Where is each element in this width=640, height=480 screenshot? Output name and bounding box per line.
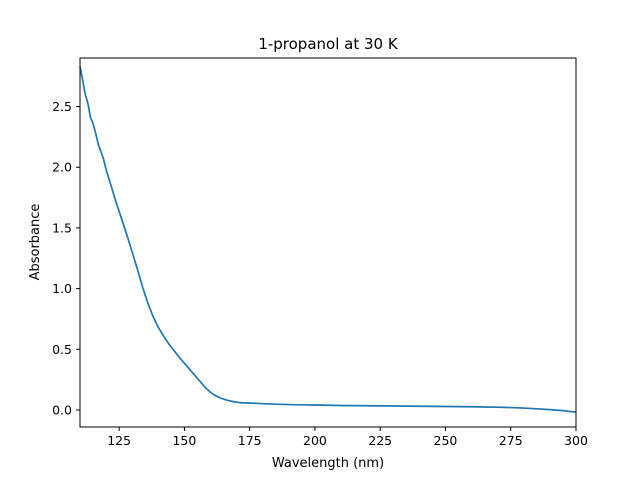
y-axis-label: Absorbance [28, 204, 43, 281]
x-tick-label: 225 [368, 433, 392, 448]
y-tick-label: 2.5 [52, 99, 72, 114]
x-tick-label: 200 [303, 433, 327, 448]
plot-area [79, 57, 577, 428]
x-tick-label: 125 [107, 433, 131, 448]
axes-frame [79, 57, 577, 428]
x-tick-label: 150 [172, 433, 196, 448]
x-axis-label: Wavelength (nm) [272, 456, 384, 471]
series-line [79, 66, 577, 414]
x-tick-label: 175 [238, 433, 262, 448]
y-tick-label: 1.5 [52, 220, 72, 235]
y-tick-label: 0.5 [52, 342, 72, 357]
y-axis: 0.0 0.5 1.0 1.5 2.0 2.5 [52, 99, 80, 418]
chart-title: 1-propanol at 30 K [258, 35, 399, 53]
y-tick-label: 1.0 [52, 281, 72, 296]
y-tick-label: 2.0 [52, 160, 72, 175]
x-axis: 125 150 175 200 225 250 275 300 [107, 427, 588, 448]
x-tick-label: 300 [564, 433, 588, 448]
x-tick-label: 250 [434, 433, 458, 448]
y-tick-label: 0.0 [52, 403, 72, 418]
x-tick-label: 275 [499, 433, 523, 448]
